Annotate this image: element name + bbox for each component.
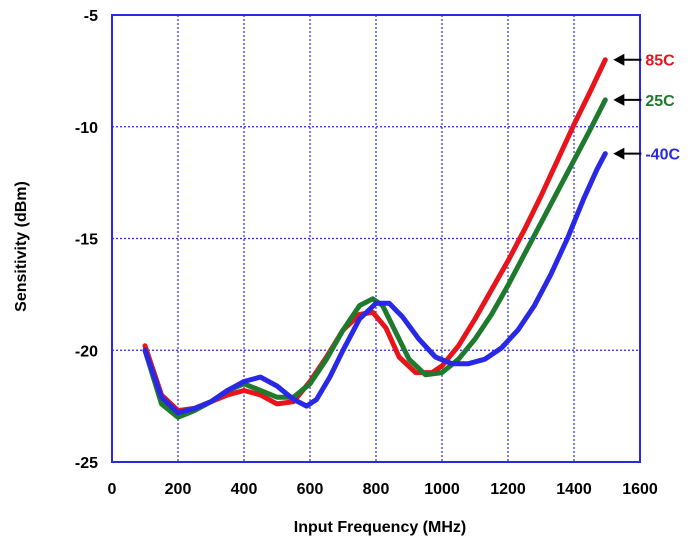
- grid: [112, 15, 640, 462]
- series-label-85C: 85C: [645, 53, 675, 70]
- y-tick-label: -10: [75, 120, 98, 137]
- arrow-head-icon: [613, 93, 625, 106]
- series-line-minus40C: [142, 151, 608, 416]
- x-tick-label: 400: [231, 481, 258, 498]
- x-tick-label: 1200: [490, 481, 526, 498]
- y-tick-label: -15: [75, 232, 98, 249]
- x-tick-label: 1600: [622, 481, 658, 498]
- x-axis-ticks: 0 200 400 600 800 1000 1200 1400 1600: [108, 481, 658, 498]
- x-tick-label: 200: [165, 481, 192, 498]
- y-tick-label: -5: [84, 8, 98, 25]
- series-label-minus40C: -40C: [645, 147, 680, 164]
- x-tick-label: 1000: [424, 481, 460, 498]
- series-lines: [142, 57, 608, 420]
- series-label-25C: 25C: [645, 93, 675, 110]
- y-axis-ticks: -5 -10 -15 -20 -25: [75, 8, 98, 472]
- y-tick-label: -20: [75, 343, 98, 360]
- x-axis-title: Input Frequency (MHz): [294, 519, 466, 536]
- plot-frame: [111, 14, 641, 463]
- x-tick-label: 600: [297, 481, 324, 498]
- y-axis-title: Sensitivity (dBm): [13, 181, 30, 312]
- x-tick-label: 800: [363, 481, 390, 498]
- series-line-85C: [142, 57, 608, 414]
- arrow-head-icon: [613, 53, 625, 66]
- arrow-head-icon: [613, 147, 625, 160]
- x-tick-label: 1400: [556, 481, 592, 498]
- x-tick-label: 0: [108, 481, 117, 498]
- y-tick-label: -25: [75, 455, 98, 472]
- series-line-25C: [142, 97, 608, 420]
- series-labels: 85C 25C -40C: [613, 53, 680, 164]
